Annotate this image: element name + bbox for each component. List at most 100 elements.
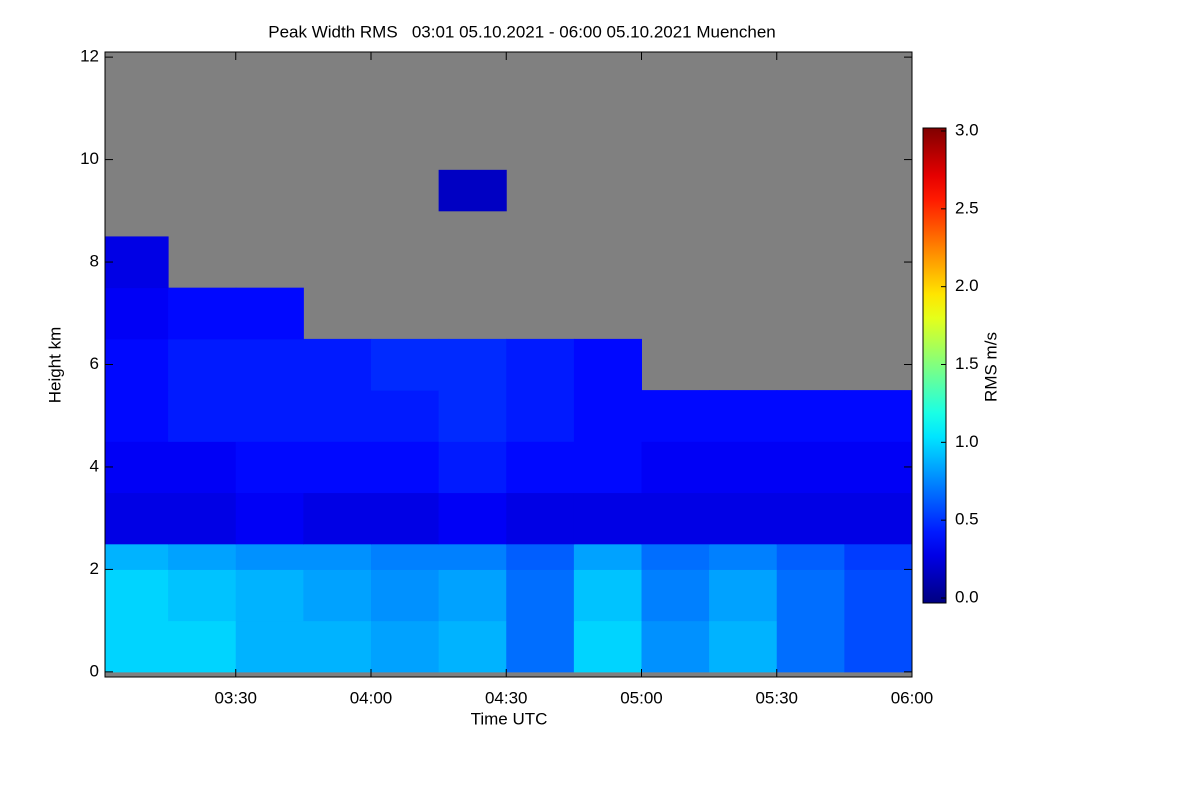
chart-title: Peak Width RMS 03:01 05.10.2021 - 06:00 …: [268, 22, 776, 41]
heatmap-cell: [370, 338, 440, 391]
heatmap-cell: [641, 569, 710, 622]
heatmap-cell: [506, 569, 575, 622]
heatmap-cell: [776, 492, 845, 545]
heatmap-cell: [438, 620, 507, 673]
heatmap-cell: [573, 390, 642, 442]
heatmap-cell: [641, 543, 710, 570]
heatmap-cell: [105, 492, 169, 545]
heatmap-cell: [370, 620, 440, 673]
y-axis-label: Height km: [45, 327, 64, 404]
heatmap-cell: [776, 569, 845, 622]
heatmap-cell: [844, 569, 913, 622]
heatmap-cell: [303, 441, 372, 494]
heatmap-cell: [303, 543, 372, 570]
heatmap-cell: [844, 492, 913, 545]
colorbar-tick-label: 2.5: [955, 198, 979, 217]
heatmap-cell: [168, 543, 237, 570]
heatmap-cell: [303, 569, 372, 622]
heatmap-cell: [709, 569, 778, 622]
heatmap-cell: [168, 569, 237, 622]
x-tick-label: 05:00: [620, 688, 663, 707]
heatmap-cell: [776, 441, 845, 494]
heatmap-cell: [105, 441, 169, 494]
x-tick-label: 03:30: [214, 688, 257, 707]
heatmap-cell: [370, 569, 440, 622]
y-tick-label: 12: [80, 47, 99, 66]
heatmap-cell: [709, 492, 778, 545]
heatmap-cell: [168, 390, 237, 442]
heatmap-cell: [573, 492, 642, 545]
heatmap-cell: [370, 390, 440, 442]
heatmap-cell: [168, 287, 237, 340]
heatmap-cell: [438, 569, 507, 622]
colorbar-tick-label: 3.0: [955, 120, 979, 139]
heatmap-cell: [370, 543, 440, 570]
heatmap-cell: [506, 338, 575, 391]
heatmap-cell: [844, 543, 913, 570]
heatmap-cell: [506, 441, 575, 494]
heatmap-cell: [370, 492, 440, 545]
heatmap-cell: [844, 441, 913, 494]
heatmap-cell: [573, 441, 642, 494]
heatmap-cell: [506, 390, 575, 442]
heatmap-cell: [844, 390, 913, 442]
heatmap-cell: [235, 287, 304, 340]
x-tick-label: 06:00: [891, 688, 934, 707]
heatmap-cell: [303, 390, 372, 442]
heatmap-cell: [235, 620, 304, 673]
heatmap-cell: [438, 441, 507, 494]
heatmap-cell: [438, 543, 507, 570]
heatmap-cell: [168, 441, 237, 494]
heatmap-cell: [573, 338, 642, 391]
heatmap-cell: [235, 338, 304, 391]
heatmap-cell: [641, 492, 710, 545]
heatmap-cell: [235, 543, 304, 570]
x-axis-label: Time UTC: [471, 709, 548, 728]
heatmap-cell: [641, 441, 710, 494]
y-tick-label: 6: [90, 354, 99, 373]
heatmap-cell: [438, 169, 507, 212]
heatmap-cell: [776, 620, 845, 673]
heatmap-cell: [235, 569, 304, 622]
heatmap-cell: [641, 390, 710, 442]
y-tick-label: 10: [80, 149, 99, 168]
heatmap-cell: [776, 390, 845, 442]
heatmap-cell: [168, 492, 237, 545]
heatmap-cell: [641, 620, 710, 673]
heatmap-cell: [573, 569, 642, 622]
colorbar-tick-label: 1.5: [955, 354, 979, 373]
heatmap-cell: [709, 543, 778, 570]
heatmap-cell: [235, 441, 304, 494]
heatmap-cell: [844, 620, 913, 673]
heatmap-cell: [709, 620, 778, 673]
x-tick-label: 04:30: [485, 688, 528, 707]
heatmap-cell: [506, 543, 575, 570]
heatmap-cell: [709, 441, 778, 494]
heatmap-cell: [709, 390, 778, 442]
heatmap-cell: [506, 492, 575, 545]
heatmap-cell: [303, 338, 372, 391]
y-tick-label: 4: [90, 456, 99, 475]
heatmap-cell: [438, 338, 507, 391]
colorbar-tick-label: 1.0: [955, 432, 979, 451]
colorbar-tick-label: 0.5: [955, 510, 979, 529]
heatmap-cell: [235, 390, 304, 442]
heatmap-cell: [438, 492, 507, 545]
heatmap-cell: [168, 338, 237, 391]
heatmap-cell: [105, 236, 169, 289]
heatmap-cell: [573, 620, 642, 673]
heatmap-cell: [168, 620, 237, 673]
heatmap-cell: [105, 620, 169, 673]
heatmap-cell: [105, 390, 169, 442]
y-tick-label: 0: [90, 661, 99, 680]
x-tick-label: 04:00: [350, 688, 393, 707]
heatmap-cell: [235, 492, 304, 545]
heatmap-cell: [303, 492, 372, 545]
colorbar-tick-label: 2.0: [955, 276, 979, 295]
heatmap-cell: [105, 338, 169, 391]
heatmap-cell: [105, 543, 169, 570]
y-tick-label: 2: [90, 559, 99, 578]
colorbar-tick-label: 0.0: [955, 587, 979, 606]
heatmap-cell: [105, 569, 169, 622]
